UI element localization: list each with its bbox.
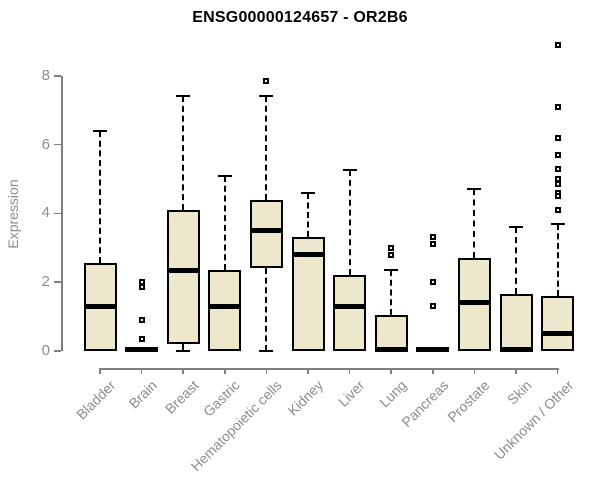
upper-whisker [473,189,476,259]
box [499,294,533,351]
box [333,275,367,351]
upper-whisker [223,175,226,271]
x-axis-tick [473,368,476,374]
x-category-label: Bladder [72,377,119,423]
outlier-point [429,241,436,248]
x-category-label: Brain [125,377,160,412]
x-category-label: Kidney [284,377,327,419]
upper-whisker [556,223,559,296]
x-axis-tick [99,368,101,374]
median-line [416,346,450,352]
median-line [457,300,491,306]
x-category-label: Breast [161,377,202,417]
x-category-label: Unknown / Other [490,377,576,463]
outlier-point [429,303,436,310]
median-line [499,346,533,352]
y-axis-tick [54,75,61,77]
median-line [541,331,575,337]
x-axis-tick [515,368,517,374]
upper-whisker [348,170,351,276]
x-axis-tick [432,368,434,374]
y-tick-label: 6 [41,135,50,153]
x-category-label: Liver [335,377,368,410]
median-line [249,228,283,234]
box [249,199,283,269]
outlier-point [429,234,436,241]
upper-whisker-cap [342,169,357,172]
outlier-point [554,181,561,188]
outlier-point [263,77,270,84]
upper-whisker [515,227,517,295]
lower-whisker-cap [176,350,191,352]
upper-whisker [265,96,268,200]
x-category-label: Lung [376,377,410,411]
x-axis-tick [556,368,559,374]
x-axis-tick [140,368,143,374]
median-line [208,303,242,309]
upper-whisker [390,270,393,315]
upper-whisker-cap [509,226,523,229]
x-axis-tick [348,368,351,374]
outlier-point [138,279,145,286]
box [166,209,200,345]
upper-whisker-cap [301,191,315,194]
outlier-point [554,103,561,110]
x-axis-line [99,368,559,370]
upper-whisker-cap [550,222,565,225]
lower-whisker-cap [259,350,274,352]
outlier-point [554,165,561,172]
outlier-point [554,206,561,213]
outlier-point [554,193,561,200]
x-axis-tick [182,368,184,374]
median-line [166,267,200,273]
y-axis-line [61,75,63,351]
outlier-point [388,244,395,251]
y-axis-tick [54,143,61,146]
median-line [291,252,325,258]
upper-whisker [307,192,309,238]
x-axis-tick [390,368,392,374]
median-line [374,346,408,352]
upper-whisker-cap [467,188,482,191]
outlier-point [554,151,561,158]
y-tick-label: 2 [41,273,50,291]
y-axis-tick [54,212,61,215]
upper-whisker [99,130,101,264]
chart-title: ENSG00000124657 - OR2B6 [192,9,408,26]
outlier-point [554,41,561,48]
y-tick-label: 8 [41,66,50,84]
x-axis-tick [307,368,309,374]
upper-whisker-cap [384,269,399,272]
lower-whisker [265,268,268,351]
box [541,295,575,351]
upper-whisker-cap [217,174,232,177]
outlier-point [554,176,561,182]
median-line [125,346,159,352]
upper-whisker-cap [259,95,274,98]
y-tick-label: 4 [41,204,50,222]
outlier-point [429,279,436,286]
box [208,270,242,351]
y-tick-label: 0 [41,342,50,359]
x-axis-tick [224,368,226,374]
upper-whisker-cap [93,129,107,132]
outlier-point [388,251,395,258]
upper-whisker [182,96,185,210]
x-axis-tick [265,368,268,374]
x-category-label: Skin [503,377,535,408]
y-axis-tick [54,281,61,283]
y-axis-tick [54,350,61,352]
outlier-point [138,317,145,324]
upper-whisker-cap [176,95,191,98]
outlier-point [138,335,145,342]
lower-whisker [182,344,185,351]
median-line [333,303,367,309]
median-line [83,303,117,309]
outlier-point [554,134,561,141]
box [374,314,408,351]
y-axis-label: Expression [5,179,21,249]
outlier-point [138,284,145,291]
x-category-label: Prostate [444,377,493,426]
